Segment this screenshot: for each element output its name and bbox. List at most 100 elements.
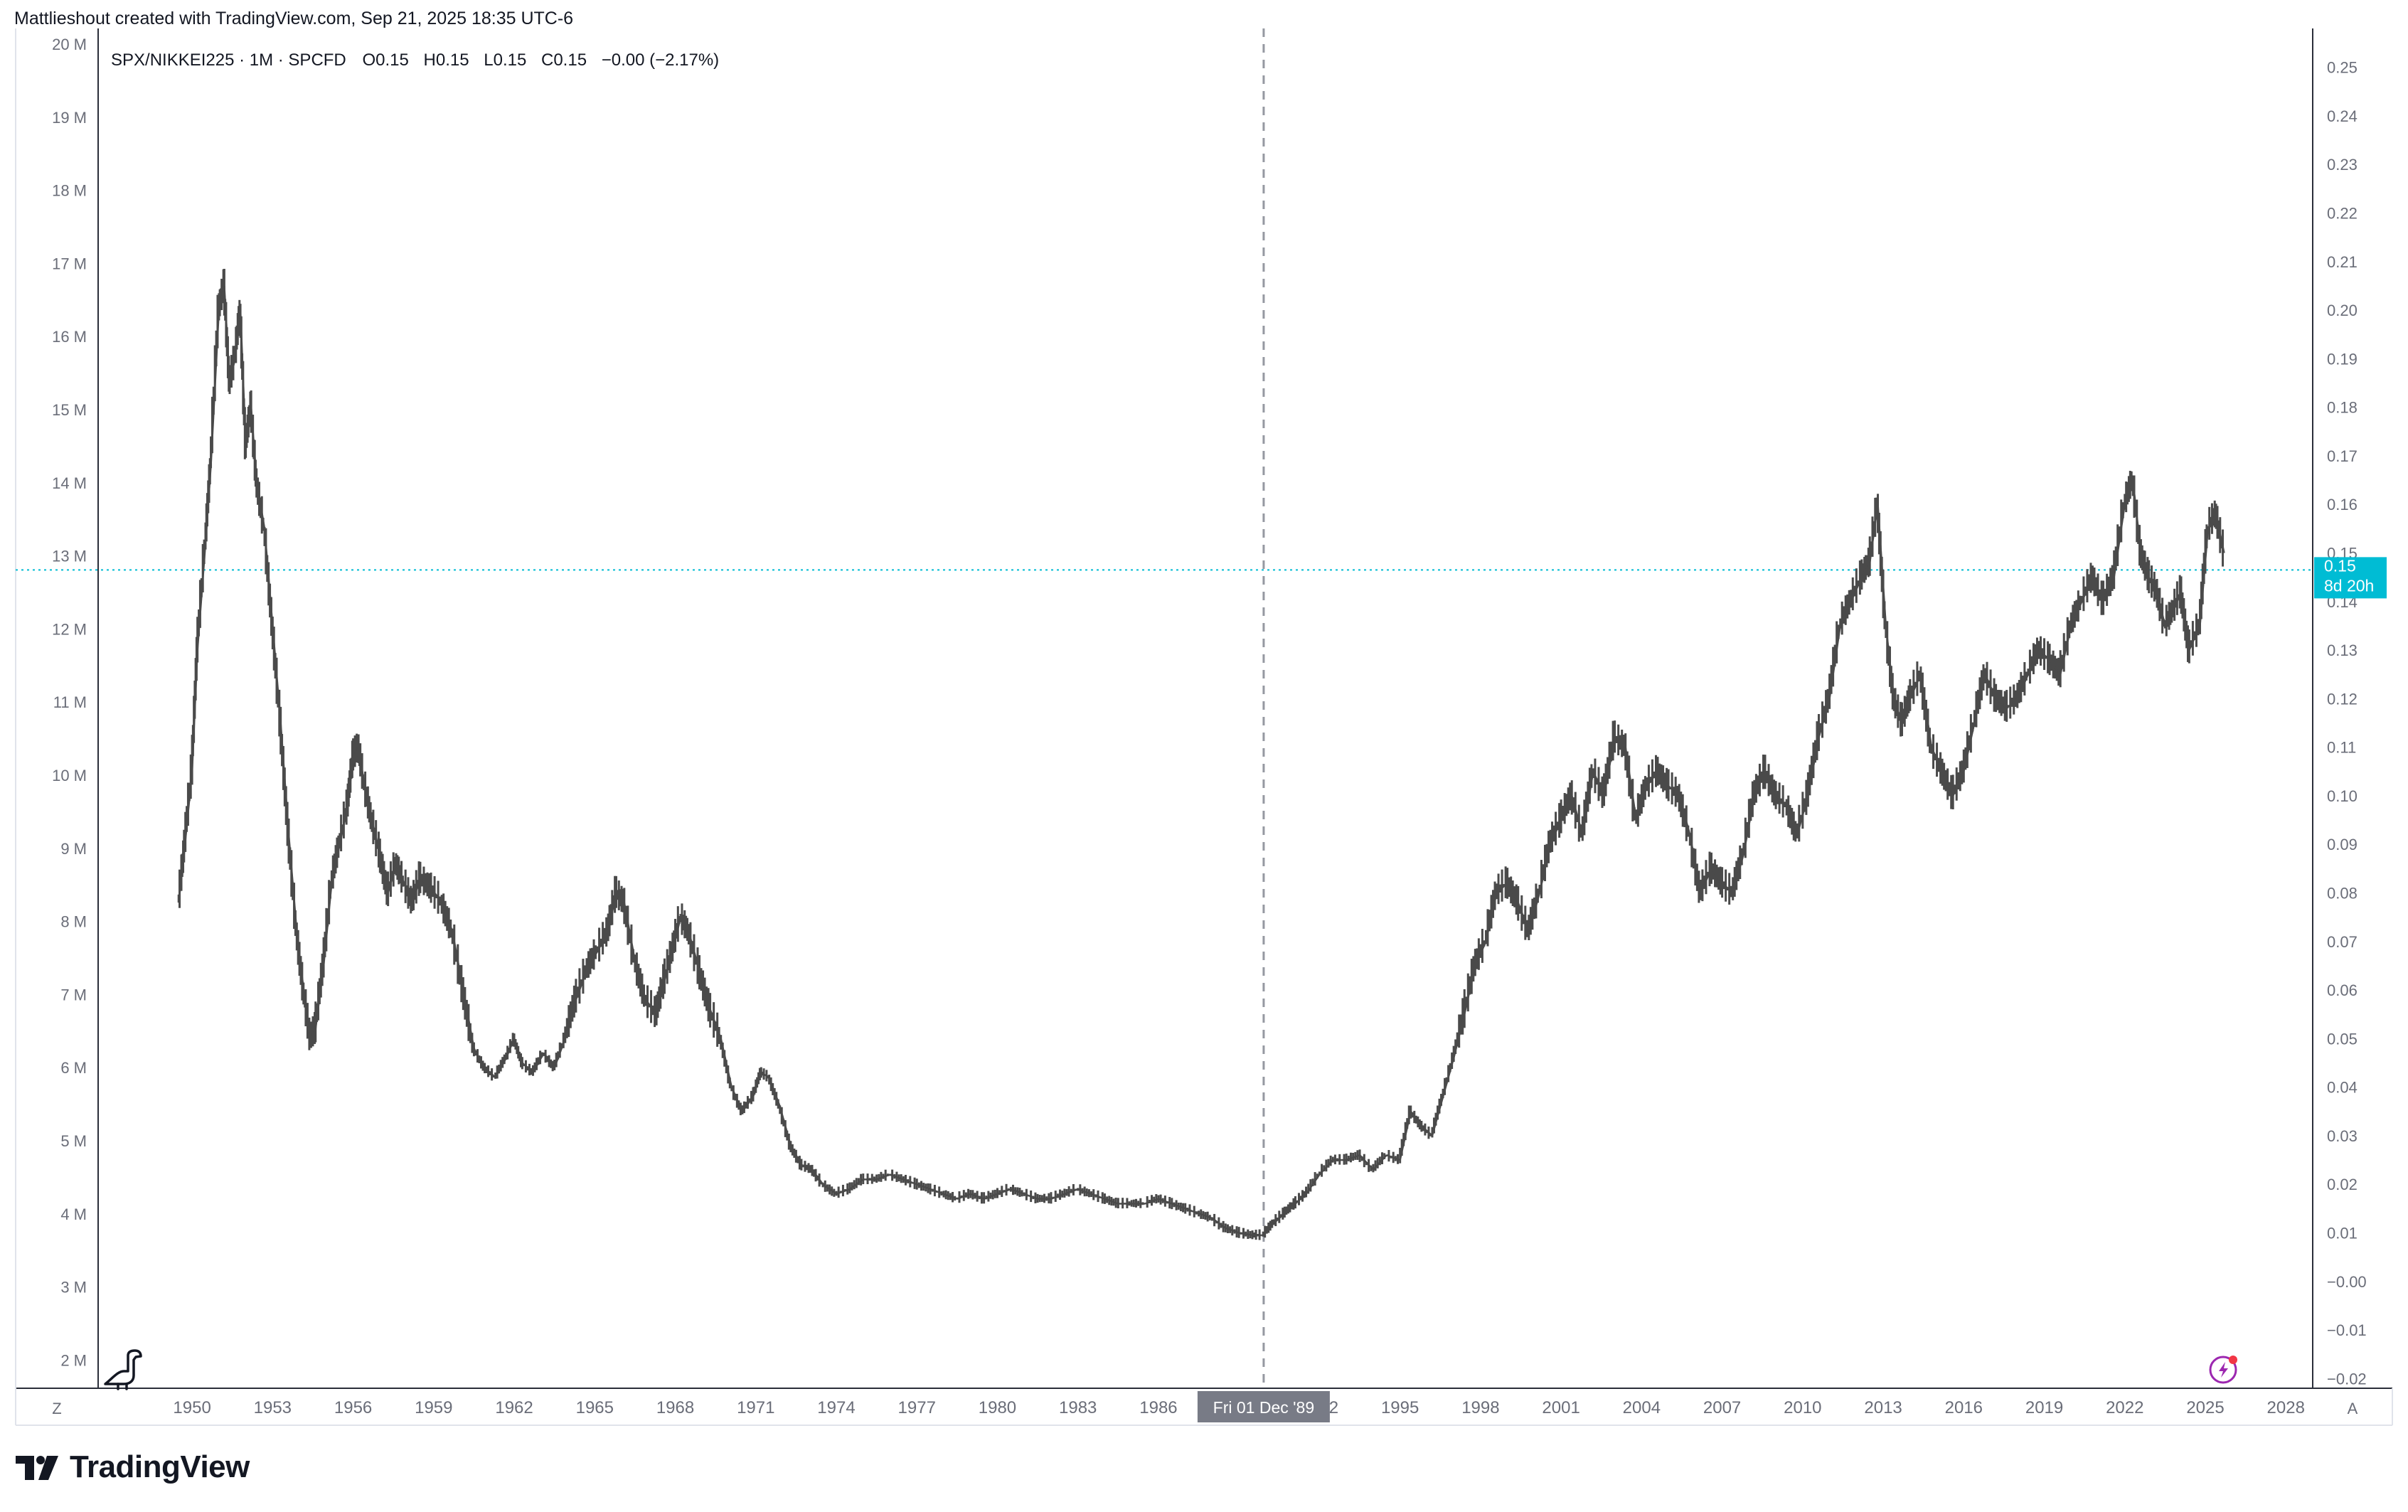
price-tag-value: 0.15 [2324,556,2356,575]
price-series-line [177,269,2225,1240]
left-axis-tick-label: 4 M [60,1205,87,1223]
price-tag-background [2314,557,2387,599]
time-axis-tick-label: 1968 [656,1398,694,1417]
time-axis-tick-label: 2001 [1542,1398,1579,1417]
right-axis-tick-label: 0.11 [2327,739,2356,757]
left-axis-tick-label: 16 M [52,328,87,346]
series-segment [290,866,294,883]
series-segment [240,332,243,356]
series-segment [375,836,378,843]
time-axis-tick-label: 1983 [1059,1398,1097,1417]
series-segment [1883,605,1887,626]
left-price-axis[interactable]: 20 M 19 M 18 M 17 M 16 M 15 M 14 M 13 M 12 M 11 M… [52,36,87,1369]
right-axis-tick-label: 0.25 [2327,59,2358,77]
series-segment [302,988,306,1000]
series-segment [2120,516,2124,529]
time-axis-tick-label: 1995 [1381,1398,1419,1417]
right-axis-tick-label: 0.16 [2327,496,2358,513]
time-axis-tick-label: 1956 [334,1398,372,1417]
left-axis-tick-label: 15 M [52,401,87,419]
time-axis-tick-label: 1998 [1461,1398,1499,1417]
time-axis-tick-label: 2007 [1703,1398,1741,1417]
left-axis-tick-label: 3 M [60,1279,87,1297]
series-segment [1444,1083,1448,1091]
zoom-reset-button[interactable]: Z [52,1400,61,1417]
legend-symbol[interactable]: SPX/NIKKEI225 · 1M · SPCFD O0.15 H0.15 L… [111,50,719,70]
right-axis-tick-label: 0.05 [2327,1030,2358,1048]
series-segment [819,1178,822,1183]
series-segment [402,879,405,884]
series-segment [211,413,215,440]
series-segment [491,1073,494,1077]
crosshair-label-text: Fri 01 Dec '89 [1213,1398,1314,1417]
series-segment [693,951,697,958]
time-axis-tick-label: 2016 [1945,1398,1983,1417]
series-segment [1294,1201,1298,1205]
right-axis-tick-label: 0.06 [2327,981,2358,999]
time-axis-tick-label: 1980 [979,1398,1016,1417]
right-axis-tick-label: 0.12 [2327,690,2358,708]
series-segment [1464,1006,1467,1015]
right-axis-tick-label: 0.18 [2327,399,2358,417]
time-axis-tick-label: 1974 [817,1398,855,1417]
series-segment [1912,686,1917,691]
tradingview-wordmark: TradingView [70,1449,250,1484]
series-segment [1404,1127,1408,1136]
series-segment [232,362,235,367]
series-segment [1855,585,1859,590]
left-axis-tick-label: 12 M [52,620,87,638]
series-segment [1970,730,1974,740]
time-axis-tick-label: 2028 [2267,1398,2305,1417]
right-price-axis[interactable]: 0.25 0.24 0.23 0.22 0.21 0.20 0.19 0.18 0.17 0.16… [2327,59,2367,1388]
series-segment [1798,821,1802,829]
series-segment [328,897,331,911]
right-axis-tick-label: −0.02 [2327,1370,2367,1388]
series-segment [242,378,245,401]
series-segment [1316,1173,1321,1178]
series-segment [201,560,206,579]
price-tag: 0.15 8d 20h [2314,556,2387,599]
right-axis-tick-label: 0.21 [2327,253,2358,271]
time-axis-tick-label: 2013 [1864,1398,1902,1417]
series-segment [453,941,457,952]
auto-scale-button[interactable]: A [2348,1400,2358,1417]
time-axis-tick-label: 1977 [898,1398,936,1417]
right-axis-tick-label: 0.23 [2327,156,2358,174]
series-segment [2063,649,2067,659]
legend-open-value: 0.15 [375,50,409,70]
series-segment [1868,553,1872,563]
tradingview-mark-icon [16,1456,58,1480]
series-segment [781,1112,784,1120]
time-axis-tick-label: 2025 [2186,1398,2224,1417]
dinosaur-icon[interactable] [104,1349,142,1390]
legend-symbol-text: SPX/NIKKEI225 · 1M · SPCFD [111,50,346,70]
right-axis-tick-label: 0.01 [2327,1224,2358,1242]
time-axis[interactable]: 1950 1953 1956 1959 1962 1965 1968 1971 1974 1977… [173,1398,2305,1417]
time-axis-tick-label: 1986 [1139,1398,1177,1417]
legend-change: −0.00 (−2.17%) [602,50,719,70]
right-axis-tick-label: 0.07 [2327,933,2358,951]
series-segment [325,924,329,939]
right-axis-tick-label: 0.17 [2327,447,2358,465]
right-axis-tick-label: 0.19 [2327,350,2358,368]
left-axis-tick-label: 6 M [60,1059,87,1077]
right-axis-tick-label: 0.09 [2327,836,2358,853]
time-axis-tick-label: 1959 [415,1398,452,1417]
time-axis-tick-label: 2022 [2106,1398,2143,1417]
tradingview-logo[interactable]: TradingView [16,1449,250,1485]
time-axis-tick-label: 1953 [254,1398,292,1417]
right-axis-tick-label: −0.01 [2327,1321,2367,1339]
series-segment [1836,637,1840,651]
left-axis-tick-label: 7 M [60,986,87,1003]
series-segment [578,984,582,991]
series-segment [1575,808,1578,816]
time-axis-tick-label: 2004 [1623,1398,1661,1417]
left-axis-tick-label: 20 M [52,36,87,53]
left-axis-tick-label: 2 M [60,1351,87,1369]
series-segment [199,596,203,615]
series-segment [1537,893,1541,900]
time-axis-tick-label: 1965 [576,1398,614,1417]
left-axis-tick-label: 5 M [60,1132,87,1150]
lightning-badge-icon[interactable] [2209,1356,2237,1384]
